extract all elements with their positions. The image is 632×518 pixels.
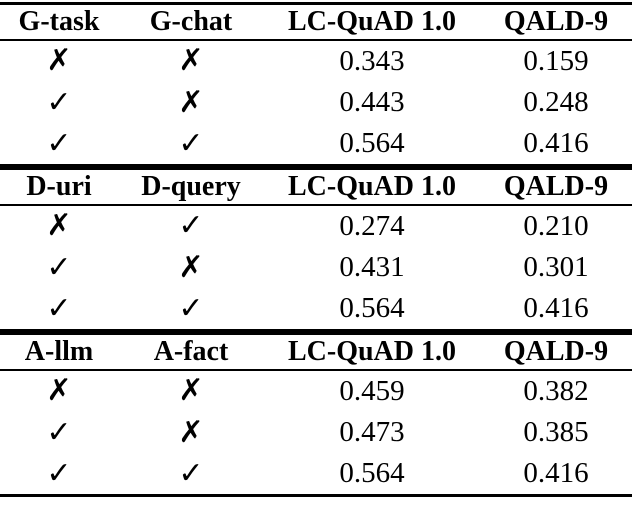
table-row: ✓ ✗ 0.473 0.385	[0, 412, 632, 454]
metric-value: 0.210	[523, 209, 589, 242]
check-icon: ✓	[178, 455, 204, 491]
header-row: A-llm A-fact LC-QuAD 1.0 QALD-9	[0, 333, 632, 371]
table-row: ✓ ✓ 0.564 0.416	[0, 454, 632, 496]
metric-value: 0.473	[339, 416, 405, 448]
metric-value: 0.459	[339, 374, 405, 407]
metric-value: 0.564	[339, 292, 405, 325]
cross-icon: ✗	[46, 208, 72, 243]
header-row: G-task G-chat LC-QuAD 1.0 QALD-9	[0, 3, 632, 41]
column-header-a-llm: A-llm	[0, 333, 118, 371]
cross-icon: ✗	[178, 414, 204, 450]
column-header-lcquad: LC-QuAD 1.0	[264, 3, 480, 41]
table-row: ✓ ✗ 0.431 0.301	[0, 247, 632, 289]
check-icon: ✓	[178, 125, 204, 161]
column-header-a-fact: A-fact	[118, 333, 264, 371]
table-row: ✓ ✓ 0.564 0.416	[0, 289, 632, 331]
check-icon: ✓	[178, 208, 204, 243]
table-section-2: D-uri D-query LC-QuAD 1.0 QALD-9 ✗ ✓ 0.2…	[0, 167, 632, 332]
column-header-qald9: QALD-9	[480, 3, 632, 41]
column-header-g-task: G-task	[0, 3, 118, 41]
column-header-lcquad: LC-QuAD 1.0	[264, 333, 480, 371]
column-header-qald9: QALD-9	[480, 168, 632, 206]
metric-value: 0.248	[523, 86, 589, 118]
metric-value: 0.274	[339, 209, 405, 242]
metric-value: 0.159	[523, 44, 589, 77]
ablation-table-page: G-task G-chat LC-QuAD 1.0 QALD-9 ✗ ✗ 0.3…	[0, 2, 632, 497]
check-icon: ✓	[178, 290, 204, 326]
table-row: ✗ ✗ 0.459 0.382	[0, 370, 632, 412]
cross-icon: ✗	[178, 249, 204, 285]
column-header-d-uri: D-uri	[0, 168, 118, 206]
cross-icon: ✗	[178, 373, 204, 408]
column-header-lcquad: LC-QuAD 1.0	[264, 168, 480, 206]
metric-value: 0.443	[339, 86, 405, 118]
metric-value: 0.416	[523, 127, 589, 160]
check-icon: ✓	[46, 84, 72, 120]
metric-value: 0.385	[523, 416, 589, 448]
metric-value: 0.564	[339, 127, 405, 160]
column-header-g-chat: G-chat	[118, 3, 264, 41]
metric-value: 0.416	[523, 457, 589, 490]
table-row: ✓ ✓ 0.564 0.416	[0, 124, 632, 166]
table-row: ✓ ✗ 0.443 0.248	[0, 82, 632, 124]
table-section-3: A-llm A-fact LC-QuAD 1.0 QALD-9 ✗ ✗ 0.45…	[0, 332, 632, 497]
cross-icon: ✗	[46, 43, 72, 78]
metric-value: 0.343	[339, 44, 405, 77]
check-icon: ✓	[46, 249, 72, 285]
check-icon: ✓	[46, 414, 72, 450]
check-icon: ✓	[46, 455, 72, 491]
column-header-qald9: QALD-9	[480, 333, 632, 371]
check-icon: ✓	[46, 125, 72, 161]
cross-icon: ✗	[46, 373, 72, 408]
cross-icon: ✗	[178, 43, 204, 78]
metric-value: 0.564	[339, 457, 405, 490]
metric-value: 0.431	[339, 251, 405, 283]
metric-value: 0.301	[523, 251, 589, 283]
table-section-1: G-task G-chat LC-QuAD 1.0 QALD-9 ✗ ✗ 0.3…	[0, 2, 632, 167]
column-header-d-query: D-query	[118, 168, 264, 206]
header-row: D-uri D-query LC-QuAD 1.0 QALD-9	[0, 168, 632, 206]
table-row: ✗ ✓ 0.274 0.210	[0, 205, 632, 247]
cross-icon: ✗	[178, 84, 204, 120]
metric-value: 0.382	[523, 374, 589, 407]
table-row: ✗ ✗ 0.343 0.159	[0, 40, 632, 82]
check-icon: ✓	[46, 290, 72, 326]
metric-value: 0.416	[523, 292, 589, 325]
